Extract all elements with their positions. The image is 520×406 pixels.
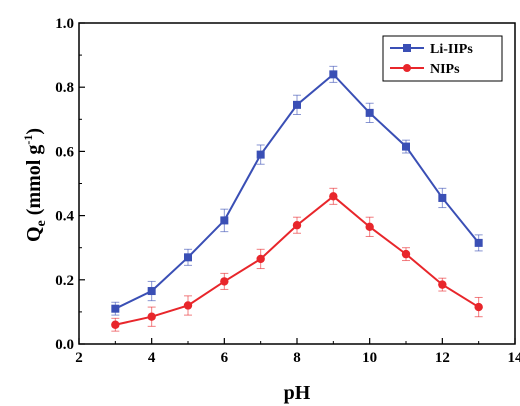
data-point <box>256 254 265 264</box>
data-point <box>220 216 229 225</box>
data-point <box>474 238 483 247</box>
x-tick-label: 10 <box>362 350 377 366</box>
data-point <box>401 249 411 259</box>
data-point <box>329 192 338 201</box>
data-point <box>111 320 120 329</box>
x-tick-label: 8 <box>293 350 301 366</box>
y-axis-label-unit: (mmol g <box>23 145 45 221</box>
data-point <box>147 287 156 296</box>
y-axis-label-close: ) <box>23 128 45 135</box>
data-point <box>365 108 374 117</box>
y-axis-label-sup: -1 <box>21 135 35 145</box>
y-tick-label: 0.6 <box>55 144 74 160</box>
series-line-nips <box>115 195 480 326</box>
legend-marker-li-iips <box>403 44 411 52</box>
data-point <box>474 302 483 312</box>
y-tick-label: 0.4 <box>55 209 74 225</box>
y-axis-label: Qe (mmol g-1) <box>21 128 49 242</box>
legend: Li-IIPs NIPs <box>382 35 503 82</box>
legend-label-nips: NIPs <box>430 62 460 77</box>
data-point <box>220 277 229 286</box>
series-li-iips <box>111 65 483 316</box>
data-point <box>256 150 265 159</box>
x-tick-label: 12 <box>435 350 450 366</box>
data-point <box>365 222 374 232</box>
y-tick-label: 1.0 <box>55 16 74 32</box>
y-axis-label-main: Q <box>23 226 45 242</box>
y-axis-label-sub: e <box>34 220 49 226</box>
data-point <box>402 142 410 151</box>
y-tick-label: 0.8 <box>55 80 74 96</box>
legend-marker-nips <box>403 64 411 72</box>
data-point <box>111 304 120 313</box>
data-point <box>292 221 302 230</box>
series-nips <box>111 187 483 332</box>
data-point <box>184 253 192 262</box>
data-point <box>438 193 447 202</box>
data-point <box>147 312 156 321</box>
x-tick-label: 2 <box>75 350 83 366</box>
legend-label-li-iips: Li-IIPs <box>430 42 473 57</box>
legend-box <box>382 35 503 82</box>
x-axis-label: pH <box>284 382 311 404</box>
data-point <box>329 70 338 79</box>
data-point <box>438 280 447 289</box>
data-point <box>183 301 193 310</box>
data-point <box>293 100 301 109</box>
y-tick-label: 0.0 <box>55 337 74 353</box>
x-tick-label: 4 <box>148 350 156 366</box>
x-tick-label: 6 <box>221 350 229 366</box>
x-tick-label: 14 <box>508 350 520 366</box>
y-tick-label: 0.2 <box>55 273 74 289</box>
